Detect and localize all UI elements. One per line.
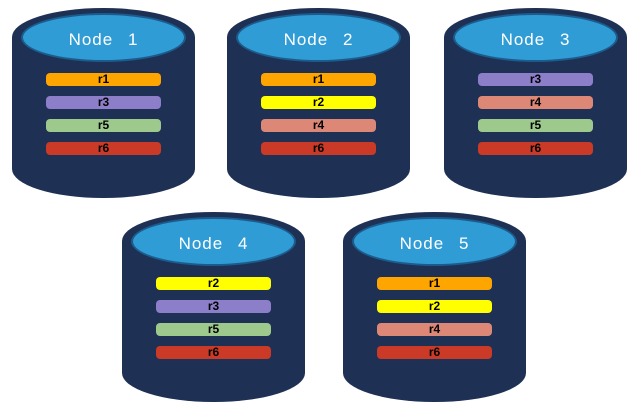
record-bar: r4 xyxy=(478,96,593,109)
record-bar: r3 xyxy=(156,300,271,313)
record-label: r6 xyxy=(529,141,542,155)
record-bar: r6 xyxy=(46,142,161,155)
record-list: r1 r3 r5 r6 xyxy=(12,73,195,155)
cylinder-top-ellipse: Node 5 xyxy=(352,217,517,266)
record-bar: r5 xyxy=(478,119,593,132)
record-bar: r1 xyxy=(377,277,492,290)
cylinder-top-ellipse: Node 4 xyxy=(131,217,296,266)
record-label: r6 xyxy=(207,345,220,359)
node-cylinder-5: Node 5 r1 r2 r4 r6 xyxy=(343,212,526,402)
node-cylinder-2: Node 2 r1 r2 r4 r6 xyxy=(227,8,410,198)
cylinder-top-ellipse: Node 2 xyxy=(236,13,401,62)
node-title: Node 3 xyxy=(500,29,571,49)
node-cylinder-3: Node 3 r3 r4 r5 r6 xyxy=(444,8,627,198)
record-label: r1 xyxy=(97,72,110,86)
record-label: r2 xyxy=(207,276,220,290)
record-label: r3 xyxy=(97,95,110,109)
record-bar: r2 xyxy=(377,300,492,313)
record-bar: r5 xyxy=(46,119,161,132)
record-label: r5 xyxy=(207,322,220,336)
record-label: r6 xyxy=(97,141,110,155)
cylinder-top-ellipse: Node 1 xyxy=(21,13,186,62)
record-label: r2 xyxy=(428,299,441,313)
node-cylinder-4: Node 4 r2 r3 r5 r6 xyxy=(122,212,305,402)
record-label: r5 xyxy=(529,118,542,132)
record-bar: r2 xyxy=(261,96,376,109)
cylinder-top-ellipse: Node 3 xyxy=(453,13,618,62)
record-label: r6 xyxy=(312,141,325,155)
record-label: r3 xyxy=(207,299,220,313)
record-label: r3 xyxy=(529,72,542,86)
record-bar: r6 xyxy=(261,142,376,155)
record-label: r4 xyxy=(312,118,325,132)
record-label: r5 xyxy=(97,118,110,132)
record-bar: r5 xyxy=(156,323,271,336)
record-label: r4 xyxy=(428,322,441,336)
record-label: r4 xyxy=(529,95,542,109)
record-bar: r6 xyxy=(478,142,593,155)
record-label: r1 xyxy=(312,72,325,86)
record-bar: r4 xyxy=(377,323,492,336)
record-list: r1 r2 r4 r6 xyxy=(227,73,410,155)
record-bar: r3 xyxy=(46,96,161,109)
record-bar: r4 xyxy=(261,119,376,132)
record-list: r2 r3 r5 r6 xyxy=(122,277,305,359)
record-bar: r6 xyxy=(156,346,271,359)
record-label: r6 xyxy=(428,345,441,359)
record-bar: r6 xyxy=(377,346,492,359)
record-list: r1 r2 r4 r6 xyxy=(343,277,526,359)
record-bar: r1 xyxy=(261,73,376,86)
node-cylinder-1: Node 1 r1 r3 r5 r6 xyxy=(12,8,195,198)
record-bar: r1 xyxy=(46,73,161,86)
record-label: r2 xyxy=(312,95,325,109)
record-label: r1 xyxy=(428,276,441,290)
node-title: Node 4 xyxy=(178,233,249,253)
node-title: Node 1 xyxy=(68,29,139,49)
node-title: Node 2 xyxy=(283,29,354,49)
record-bar: r3 xyxy=(478,73,593,86)
node-title: Node 5 xyxy=(399,233,470,253)
record-list: r3 r4 r5 r6 xyxy=(444,73,627,155)
record-bar: r2 xyxy=(156,277,271,290)
